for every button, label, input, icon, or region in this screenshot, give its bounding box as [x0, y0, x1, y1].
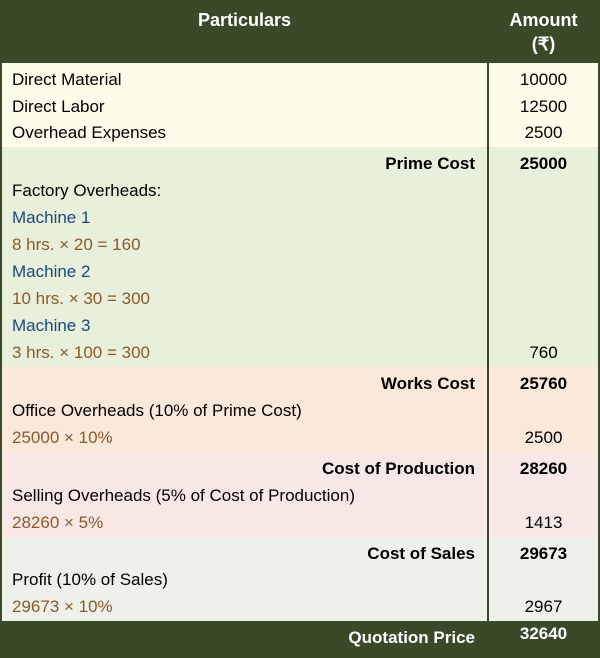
- label-overhead-exp: Overhead Expenses: [2, 120, 488, 147]
- row-works-cost: Works Cost 25760: [2, 367, 598, 398]
- col-header-amount: Amount (₹): [488, 2, 598, 63]
- label-direct-material: Direct Material: [2, 63, 488, 94]
- row-prime-cost: Prime Cost 25000: [2, 147, 598, 178]
- value-works-cost: 25760: [488, 367, 598, 398]
- row-profit-calc: 29673 × 10% 2967: [2, 594, 598, 621]
- value-quotation-price: 32640: [488, 621, 598, 656]
- row-machine-2: Machine 2: [2, 259, 598, 286]
- value-office-ovh: 2500: [488, 425, 598, 452]
- row-profit: Profit (10% of Sales): [2, 567, 598, 594]
- cost-sheet-table: Particulars Amount (₹) Direct Material 1…: [0, 0, 600, 658]
- row-office-ovh: Office Overheads (10% of Prime Cost): [2, 398, 598, 425]
- row-overhead-exp: Overhead Expenses 2500: [2, 120, 598, 147]
- label-machine-3: Machine 3: [2, 313, 488, 340]
- value-factory-ovh-total: 760: [488, 340, 598, 367]
- calc-machine-3: 3 hrs. × 100 = 300: [2, 340, 488, 367]
- row-direct-material: Direct Material 10000: [2, 63, 598, 94]
- label-profit: Profit (10% of Sales): [2, 567, 488, 594]
- label-prime-cost: Prime Cost: [2, 147, 488, 178]
- value-direct-material: 10000: [488, 63, 598, 94]
- calc-office-ovh: 25000 × 10%: [2, 425, 488, 452]
- row-machine-3: Machine 3: [2, 313, 598, 340]
- label-office-ovh: Office Overheads (10% of Prime Cost): [2, 398, 488, 425]
- label-cost-of-production: Cost of Production: [2, 452, 488, 483]
- value-prime-cost: 25000: [488, 147, 598, 178]
- label-factory-ovh: Factory Overheads:: [2, 178, 488, 205]
- row-selling-ovh-calc: 28260 × 5% 1413: [2, 510, 598, 537]
- row-cost-of-production: Cost of Production 28260: [2, 452, 598, 483]
- value-cost-of-sales: 29673: [488, 537, 598, 568]
- value-overhead-exp: 2500: [488, 120, 598, 147]
- row-selling-ovh: Selling Overheads (5% of Cost of Product…: [2, 483, 598, 510]
- label-machine-2: Machine 2: [2, 259, 488, 286]
- col-header-particulars: Particulars: [2, 2, 488, 63]
- row-machine-1-calc: 8 hrs. × 20 = 160: [2, 232, 598, 259]
- calc-machine-1: 8 hrs. × 20 = 160: [2, 232, 488, 259]
- table: Particulars Amount (₹) Direct Material 1…: [2, 2, 598, 656]
- row-direct-labor: Direct Labor 12500: [2, 94, 598, 121]
- row-machine-3-calc: 3 hrs. × 100 = 300 760: [2, 340, 598, 367]
- row-cost-of-sales: Cost of Sales 29673: [2, 537, 598, 568]
- value-profit: 2967: [488, 594, 598, 621]
- label-direct-labor: Direct Labor: [2, 94, 488, 121]
- value-cost-of-production: 28260: [488, 452, 598, 483]
- row-factory-ovh-heading: Factory Overheads:: [2, 178, 598, 205]
- calc-selling-ovh: 28260 × 5%: [2, 510, 488, 537]
- value-selling-ovh: 1413: [488, 510, 598, 537]
- label-works-cost: Works Cost: [2, 367, 488, 398]
- row-office-ovh-calc: 25000 × 10% 2500: [2, 425, 598, 452]
- label-cost-of-sales: Cost of Sales: [2, 537, 488, 568]
- label-machine-1: Machine 1: [2, 205, 488, 232]
- value-direct-labor: 12500: [488, 94, 598, 121]
- row-quotation-price: Quotation Price 32640: [2, 621, 598, 656]
- calc-profit: 29673 × 10%: [2, 594, 488, 621]
- label-quotation-price: Quotation Price: [2, 621, 488, 656]
- label-selling-ovh: Selling Overheads (5% of Cost of Product…: [2, 483, 488, 510]
- table-header-row: Particulars Amount (₹): [2, 2, 598, 63]
- row-machine-2-calc: 10 hrs. × 30 = 300: [2, 286, 598, 313]
- calc-machine-2: 10 hrs. × 30 = 300: [2, 286, 488, 313]
- row-machine-1: Machine 1: [2, 205, 598, 232]
